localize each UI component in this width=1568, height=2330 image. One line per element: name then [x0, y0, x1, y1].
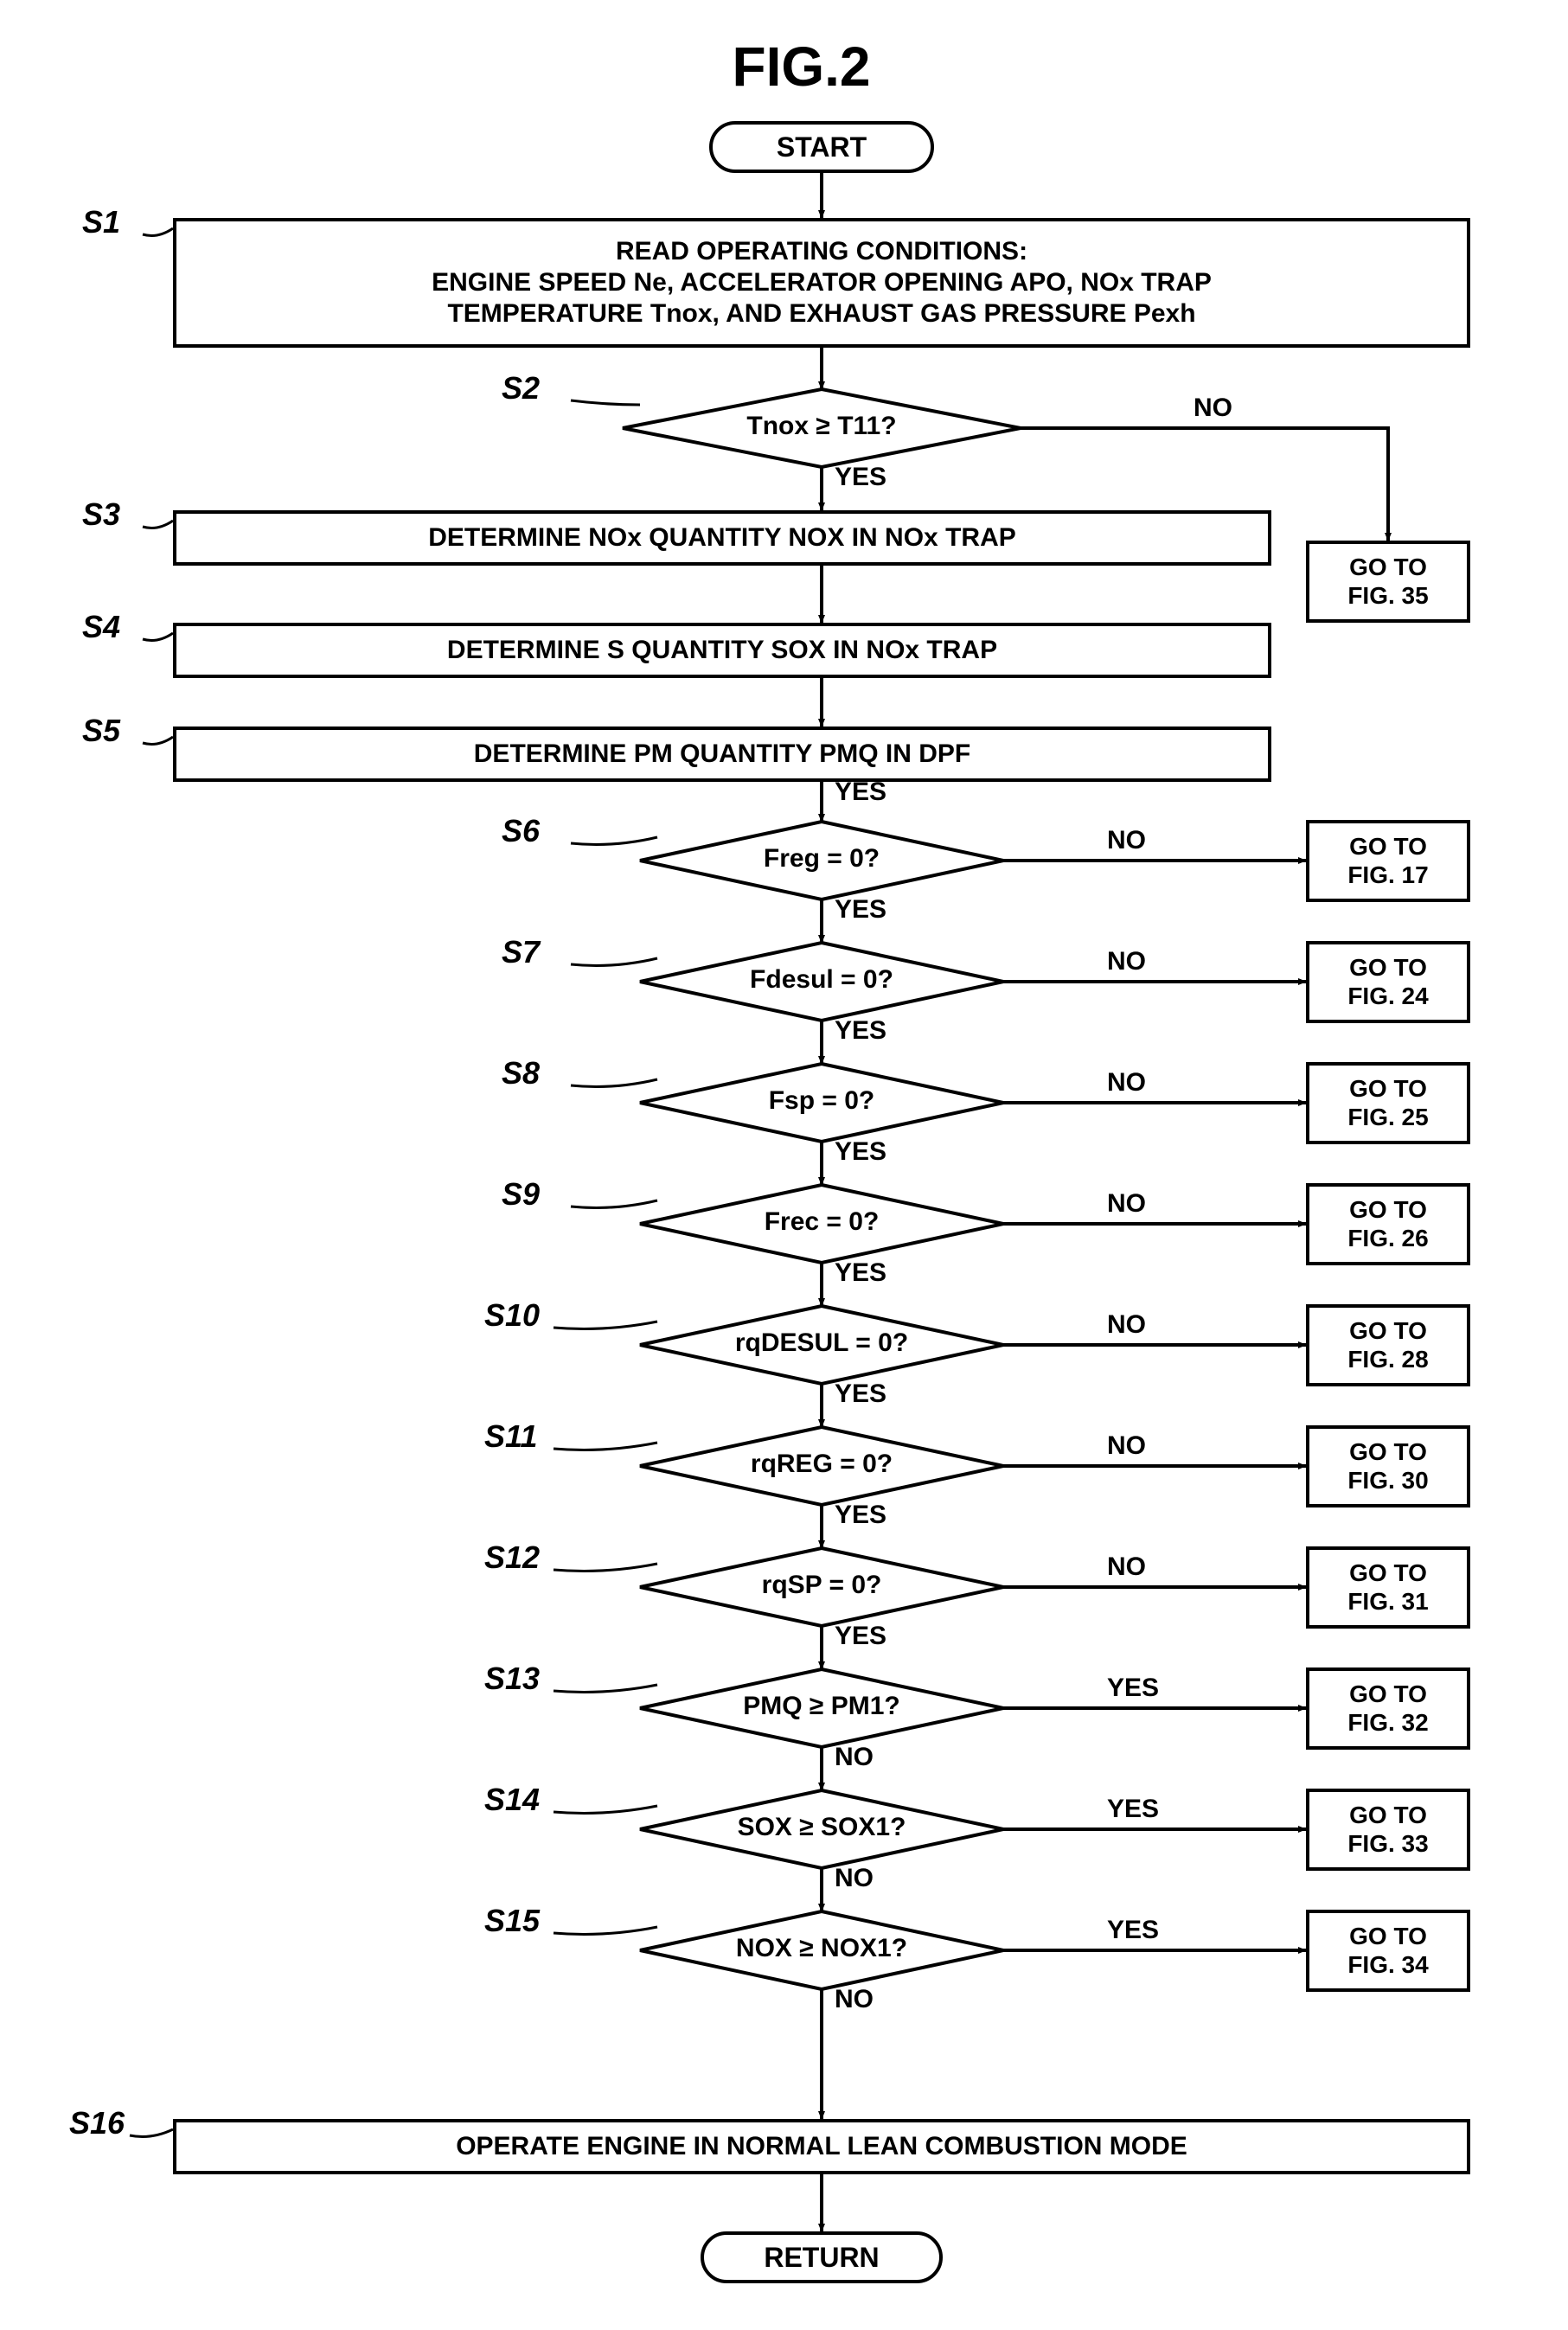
goto-fig32: GO TOFIG. 32: [1306, 1667, 1470, 1750]
goto-fig26: GO TOFIG. 26: [1306, 1183, 1470, 1265]
goto-fig24: GO TOFIG. 24: [1306, 941, 1470, 1023]
decision-S12-text: rqSP = 0?: [692, 1571, 951, 1600]
step-label-S15: S15: [484, 1903, 540, 1939]
process-S5: DETERMINE PM QUANTITY PMQ IN DPF: [173, 727, 1271, 782]
edge-S8-down: YES: [835, 1137, 886, 1167]
step-label-S16: S16: [69, 2105, 125, 2141]
edge-s2-no: NO: [1194, 394, 1232, 423]
decision-S7-text: Fdesul = 0?: [692, 965, 951, 995]
process-S3: DETERMINE NOx QUANTITY NOX IN NOx TRAP: [173, 510, 1271, 566]
edge-S9-right: NO: [1107, 1189, 1146, 1219]
terminal-return: RETURN: [701, 2231, 943, 2283]
edge-S12-down: YES: [835, 1622, 886, 1651]
flowchart-canvas: FIG.2 START RETURN READ OPERATING CONDITIO…: [17, 17, 1568, 2313]
goto-fig33: GO TOFIG. 33: [1306, 1789, 1470, 1871]
goto-fig30: GO TOFIG. 30: [1306, 1425, 1470, 1507]
process-S16: OPERATE ENGINE IN NORMAL LEAN COMBUSTION…: [173, 2119, 1470, 2174]
edge-S11-down: YES: [835, 1501, 886, 1530]
edge-S11-right: NO: [1107, 1431, 1146, 1461]
step-label-S14: S14: [484, 1782, 540, 1818]
edge-S6-down: YES: [835, 895, 886, 925]
edge-S6-right: NO: [1107, 826, 1146, 855]
decision-S9-text: Frec = 0?: [692, 1207, 951, 1237]
decision-S8-text: Fsp = 0?: [692, 1086, 951, 1116]
goto-fig35: GO TOFIG. 35: [1306, 541, 1470, 623]
step-label-S1: S1: [82, 204, 120, 240]
step-label-S2: S2: [502, 370, 540, 406]
decision-S11-text: rqREG = 0?: [692, 1450, 951, 1479]
goto-fig31: GO TOFIG. 31: [1306, 1546, 1470, 1629]
edge-S13-down: NO: [835, 1743, 874, 1772]
edge-S15-down: NO: [835, 1985, 874, 2014]
edge-S9-down: YES: [835, 1258, 886, 1288]
step-label-S3: S3: [82, 496, 120, 533]
edge-S13-right: YES: [1107, 1674, 1159, 1703]
step-label-S4: S4: [82, 609, 120, 645]
step-label-S13: S13: [484, 1661, 540, 1697]
step-label-S9: S9: [502, 1176, 540, 1213]
edge-S14-right: YES: [1107, 1795, 1159, 1824]
edge-s5-yes: YES: [835, 778, 886, 807]
step-label-S6: S6: [502, 813, 540, 849]
edge-S14-down: NO: [835, 1864, 874, 1893]
step-label-S5: S5: [82, 713, 120, 749]
step-label-S12: S12: [484, 1539, 540, 1576]
process-S4: DETERMINE S QUANTITY SOX IN NOx TRAP: [173, 623, 1271, 678]
decision-S15-text: NOX ≥ NOX1?: [692, 1934, 951, 1963]
edge-S10-down: YES: [835, 1379, 886, 1409]
edge-s2-yes: YES: [835, 463, 886, 492]
terminal-start: START: [709, 121, 934, 173]
decision-S6-text: Freg = 0?: [692, 844, 951, 874]
edge-S15-right: YES: [1107, 1916, 1159, 1945]
step-label-S7: S7: [502, 934, 540, 970]
edge-S12-right: NO: [1107, 1552, 1146, 1582]
decision-S14-text: SOX ≥ SOX1?: [692, 1813, 951, 1842]
decision-S13-text: PMQ ≥ PM1?: [692, 1692, 951, 1721]
step-label-S8: S8: [502, 1055, 540, 1091]
process-S1: READ OPERATING CONDITIONS:ENGINE SPEED N…: [173, 218, 1470, 348]
decision-S2-text: Tnox ≥ T11?: [675, 412, 969, 441]
step-label-S10: S10: [484, 1297, 540, 1334]
goto-fig34: GO TOFIG. 34: [1306, 1910, 1470, 1992]
edge-S10-right: NO: [1107, 1310, 1146, 1340]
figure-title: FIG.2: [17, 35, 1568, 99]
edge-S7-right: NO: [1107, 947, 1146, 976]
edge-S7-down: YES: [835, 1016, 886, 1046]
step-label-S11: S11: [484, 1418, 537, 1455]
decision-S10-text: rqDESUL = 0?: [692, 1328, 951, 1358]
goto-fig28: GO TOFIG. 28: [1306, 1304, 1470, 1386]
goto-fig17: GO TOFIG. 17: [1306, 820, 1470, 902]
goto-fig25: GO TOFIG. 25: [1306, 1062, 1470, 1144]
edge-S8-right: NO: [1107, 1068, 1146, 1098]
